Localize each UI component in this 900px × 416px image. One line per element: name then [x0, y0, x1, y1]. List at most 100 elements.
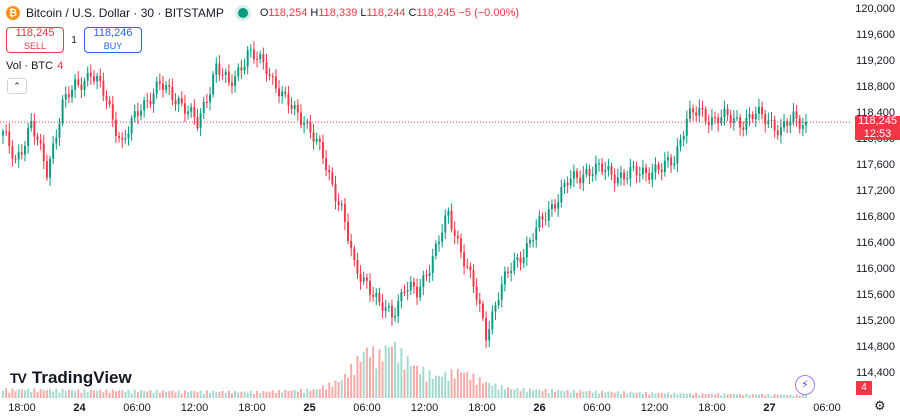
- candle-body: [2, 131, 4, 136]
- candle-body: [265, 62, 268, 75]
- candle-body: [369, 280, 371, 295]
- volume-bar: [412, 365, 415, 398]
- price-tick-label: 116,000: [856, 263, 895, 275]
- candle-body: [174, 100, 177, 105]
- volume-bar: [519, 391, 522, 398]
- candle-body: [14, 158, 17, 160]
- candle-body: [36, 136, 39, 141]
- volume-bar: [321, 385, 324, 398]
- candle-body: [406, 290, 409, 292]
- sell-button[interactable]: 118,245 SELL: [6, 27, 64, 53]
- candle-body: [623, 172, 626, 180]
- candle-body: [114, 119, 117, 137]
- candle-body: [732, 118, 735, 123]
- candle-body: [550, 204, 553, 210]
- change-value: −5 (−0.00%): [458, 7, 520, 19]
- candle-body: [290, 105, 293, 109]
- candle-body: [478, 299, 481, 304]
- candle-body: [453, 229, 456, 236]
- tradingview-logo[interactable]: TV TradingView: [10, 368, 132, 387]
- volume-bar: [224, 393, 227, 398]
- volume-bar: [71, 389, 73, 398]
- candle-body: [739, 117, 742, 128]
- volume-bar: [792, 395, 795, 398]
- volume-bar: [701, 393, 704, 398]
- volume-bar: [39, 389, 42, 398]
- candle-body: [177, 98, 180, 105]
- volume-bar: [61, 389, 64, 398]
- candle-body: [325, 158, 328, 171]
- time-tick-label: 27: [763, 402, 775, 414]
- volume-bar: [685, 393, 688, 398]
- volume-bar: [679, 393, 682, 398]
- candle-body: [764, 114, 767, 125]
- volume-bar: [262, 391, 265, 398]
- volume-bar: [714, 394, 717, 398]
- candle-body: [71, 89, 73, 98]
- volume-bar: [11, 388, 14, 398]
- volume-bar: [80, 392, 83, 398]
- buy-button[interactable]: 118,246 BUY: [84, 27, 142, 53]
- volume-legend[interactable]: Vol · BTC 4: [6, 60, 64, 72]
- candle-body: [262, 54, 265, 63]
- volume-value-label: 4: [856, 381, 872, 395]
- candle-body: [710, 117, 713, 125]
- volume-bar: [130, 393, 133, 398]
- time-tick-label: 18:00: [238, 402, 266, 414]
- volume-bar: [557, 389, 560, 398]
- volume-bar: [193, 391, 196, 398]
- candle-body: [598, 163, 600, 165]
- candle-body: [155, 81, 158, 94]
- volume-bar: [692, 394, 695, 398]
- collapse-legend-button[interactable]: ⌃: [7, 78, 27, 94]
- volume-bar: [466, 371, 469, 398]
- volume-bar: [49, 389, 52, 398]
- candle-body: [187, 111, 190, 114]
- candle-body: [676, 146, 679, 164]
- volume-bar: [657, 392, 660, 398]
- volume-bar: [801, 394, 804, 398]
- volume-bar: [92, 390, 95, 398]
- volume-bar: [485, 382, 488, 398]
- candle-body: [318, 138, 321, 143]
- candle-body: [645, 167, 647, 174]
- volume-bar: [369, 357, 371, 398]
- candle-body: [17, 152, 20, 160]
- candle-body: [55, 137, 58, 144]
- candle-body: [96, 76, 99, 82]
- volume-bar: [14, 390, 17, 398]
- volume-bar: [343, 374, 346, 398]
- candle-body: [183, 103, 186, 114]
- volume-bar: [550, 389, 553, 398]
- market-status-icon[interactable]: [237, 8, 248, 18]
- volume-bar: [27, 388, 30, 398]
- time-tick-label: 12:00: [641, 402, 669, 414]
- time-tick-label: 06:00: [353, 402, 381, 414]
- candle-body: [450, 210, 453, 230]
- volume-bar: [764, 395, 767, 398]
- gear-icon[interactable]: ⚙: [874, 398, 886, 413]
- price-tick-label: 119,200: [856, 55, 895, 67]
- symbol-title[interactable]: Bitcoin / U.S. Dollar · 30 · BITSTAMP: [26, 6, 224, 20]
- volume-bar: [623, 391, 626, 398]
- symbol-legend: ₿ Bitcoin / U.S. Dollar · 30 · BITSTAMP …: [6, 6, 519, 20]
- candle-body: [23, 145, 26, 155]
- candle-body: [532, 239, 535, 241]
- volume-bar: [17, 389, 20, 398]
- volume-bar: [736, 394, 738, 398]
- candle-body: [33, 121, 36, 137]
- volume-bar: [36, 391, 39, 398]
- lightning-icon[interactable]: ⚡: [795, 375, 815, 395]
- volume-bar: [604, 392, 607, 398]
- candle-body: [193, 107, 196, 117]
- volume-bar: [146, 391, 149, 398]
- price-tick-label: 116,400: [856, 237, 895, 249]
- volume-bar: [356, 355, 359, 398]
- volume-bar: [55, 388, 58, 398]
- volume-bar: [196, 392, 199, 398]
- price-tick-label: 115,200: [856, 315, 895, 327]
- candle-body: [375, 292, 378, 297]
- candle-body: [158, 81, 161, 84]
- volume-bar: [601, 390, 604, 398]
